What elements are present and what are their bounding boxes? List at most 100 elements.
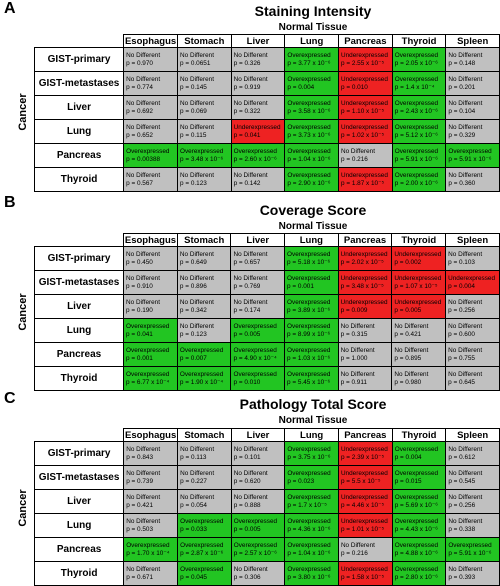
cell-status: No Different (180, 445, 215, 453)
table-cell: No Different p = 0.103 (445, 246, 500, 271)
cell-p-value: p = 1.70 x 10⁻⁴ (126, 549, 170, 557)
cell-status: No Different (126, 75, 161, 83)
table-cell: No Different p = 0.567 (123, 167, 179, 192)
cell-status: No Different (448, 171, 483, 179)
cell-status: Overexpressed (287, 565, 331, 573)
row-header: Lung (33, 119, 125, 144)
table-cell: Overexpressed p = 2.87 x 10⁻⁶ (177, 537, 232, 562)
cell-status: No Different (233, 99, 268, 107)
column-group-label: Normal Tissue (278, 221, 348, 232)
table-row: GIST-primary No Different p = 0.450 No Diff… (33, 246, 500, 271)
table-cell: Overexpressed p = 3.75 x 10⁻⁶ (284, 441, 339, 466)
cell-p-value: p = 5.91 x 10⁻⁶ (448, 155, 492, 163)
table-cell: No Different p = 0.216 (337, 143, 393, 168)
cell-p-value: p = 0.045 (180, 573, 207, 581)
table-cell: No Different p = 0.645 (445, 366, 500, 391)
cell-p-value: p = 4.88 x 10⁻⁶ (394, 549, 438, 557)
row-header: GIST-metastases (33, 71, 125, 96)
table-cell: Underexpressed p = 0.002 (391, 246, 447, 271)
cell-p-value: p = 0.190 (126, 306, 153, 314)
table-cell: Overexpressed p = 0.004 (391, 441, 447, 466)
column-header: Thyroid (391, 428, 447, 442)
cell-status: No Different (233, 250, 268, 258)
row-header: GIST-metastases (33, 270, 125, 295)
cell-p-value: p = 0.0651 (180, 59, 211, 67)
cell-p-value: p = 0.315 (340, 330, 368, 338)
cell-p-value: p = 4.36 x 10⁻⁶ (287, 525, 331, 533)
cell-status: Overexpressed (287, 99, 331, 107)
cell-p-value: p = 0.326 (233, 59, 261, 67)
cell-status: Underexpressed (340, 565, 388, 573)
table-cell: Overexpressed p = 1.4 x 10⁻⁴ (391, 71, 447, 96)
cell-p-value: p = 0.503 (126, 525, 154, 533)
cell-p-value: p = 3.80 x 10⁻⁶ (287, 573, 331, 581)
cell-p-value: p = 5.91 x 10⁻⁶ (448, 549, 492, 557)
table-cell: No Different p = 0.919 (230, 71, 286, 96)
cell-status: No Different (180, 99, 214, 107)
cell-p-value: p = 2.05 x 10⁻⁶ (394, 59, 438, 67)
cell-status: No Different (126, 445, 161, 453)
table-cell: No Different p = 1.000 (337, 342, 393, 367)
column-header: Spleen (445, 233, 500, 247)
cell-p-value: p = 0.306 (233, 573, 261, 581)
cell-p-value: p = 0.692 (126, 107, 153, 115)
cell-status: No Different (448, 517, 483, 525)
cell-status: Overexpressed (287, 445, 331, 453)
table-row: Liver No Different p = 0.692 No Different p … (33, 95, 500, 120)
table-cell: No Different p = 0.895 (391, 342, 447, 367)
cell-p-value: p = 0.649 (179, 258, 207, 266)
table-cell: No Different p = 0.115 (177, 119, 232, 144)
cell-status: No Different (233, 565, 268, 573)
table-cell: Underexpressed p = 1.58 x 10⁻⁵ (337, 561, 393, 586)
table-cell: No Different p = 0.393 (445, 561, 500, 586)
cell-status: No Different (448, 445, 483, 453)
table-cell: Overexpressed p = 0.001 (123, 342, 178, 367)
cell-p-value: p = 0.041 (126, 330, 153, 338)
cell-status: Underexpressed (448, 274, 496, 282)
cell-status: Overexpressed (394, 51, 439, 59)
cell-status: Overexpressed (394, 565, 439, 573)
table-cell: Underexpressed p = 0.005 (391, 294, 447, 319)
panel-letter: A (4, 0, 16, 17)
table-row: Thyroid No Different p = 0.567 No Different… (33, 167, 500, 192)
table-row: GIST-metastases No Different p = 0.739 No D… (33, 465, 500, 490)
cell-p-value: p = 0.645 (448, 378, 475, 386)
cell-p-value: p = 0.322 (233, 107, 261, 115)
cell-p-value: p = 1.02 x 10⁻⁵ (340, 131, 385, 139)
cell-status: No Different (179, 298, 214, 306)
cell-status: No Different (126, 565, 161, 573)
cell-status: No Different (448, 565, 483, 573)
cell-status: No Different (179, 274, 214, 282)
cell-p-value: p = 5.12 x 10⁻⁶ (394, 131, 438, 139)
table-cell: Overexpressed p = 0.023 (284, 465, 339, 490)
table-cell: No Different p = 0.101 (230, 441, 286, 466)
cell-p-value: p = 0.739 (126, 477, 154, 485)
table-cell: Underexpressed p = 2.39 x 10⁻⁵ (337, 441, 393, 466)
table-cell: No Different p = 0.503 (123, 513, 179, 538)
cell-status: Overexpressed (394, 147, 439, 155)
cell-status: Overexpressed (287, 322, 331, 330)
table-cell: No Different p = 0.326 (230, 47, 286, 72)
cell-p-value: p = 0.123 (180, 179, 207, 187)
column-header: Thyroid (391, 34, 447, 48)
cell-p-value: p = 2.00 x 10⁻⁶ (394, 179, 438, 187)
table-cell: No Different p = 0.911 (337, 366, 393, 391)
table-cell: Underexpressed p = 0.010 (337, 71, 393, 96)
cell-p-value: p = 3.48 x 10⁻⁵ (340, 282, 384, 290)
cell-p-value: p = 0.256 (448, 306, 475, 314)
cell-p-value: p = 0.896 (179, 282, 207, 290)
table-row: Lung Overexpressed p = 0.041 No Different p … (33, 318, 500, 343)
table-cell: Overexpressed p = 5.69 x 10⁻⁶ (391, 489, 447, 514)
column-header: Lung (284, 428, 339, 442)
cell-status: No Different (448, 75, 483, 83)
cell-status: No Different (180, 469, 215, 477)
cell-status: No Different (179, 250, 214, 258)
cell-p-value: p = 0.612 (448, 453, 476, 461)
table-row: Thyroid No Different p = 0.671 Overexpresse… (33, 561, 500, 586)
row-header: Liver (33, 489, 125, 514)
row-header: Lung (33, 513, 125, 538)
cell-status: Underexpressed (340, 274, 388, 282)
cell-status: Overexpressed (394, 445, 439, 453)
table-cell: No Different p = 0.843 (123, 441, 179, 466)
cell-p-value: p = 3.77 x 10⁻⁶ (287, 59, 331, 67)
